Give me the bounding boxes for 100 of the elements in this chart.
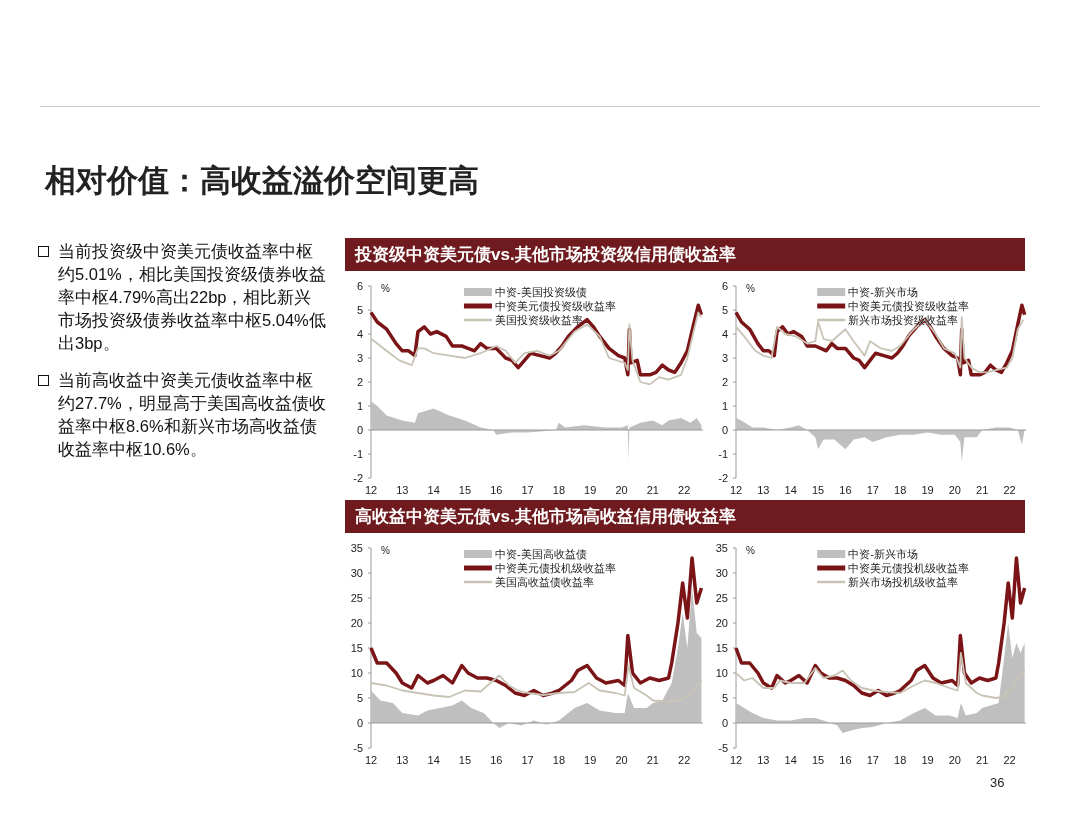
legend-label: 新兴市场投资级收益率 [848,314,959,326]
x-tick-label: 12 [729,754,743,766]
y-tick-label: -2 [353,472,363,484]
legend-label: 中资美元债投机级收益率 [494,562,616,574]
y-axis-title: % [746,545,755,556]
legend-label: 中资-新兴市场 [848,286,918,298]
x-tick-label: 14 [784,754,797,766]
x-tick-label: 18 [894,754,907,766]
legend-label: 中资美元债投资级收益率 [494,300,616,312]
x-tick-label: 15 [458,484,472,496]
y-tick-label: 1 [721,400,728,412]
y-tick-label: -2 [718,472,728,484]
x-tick-label: 20 [615,754,628,766]
x-tick-label: 15 [811,484,825,496]
y-tick-label: 30 [350,567,363,579]
x-tick-label: 16 [839,754,852,766]
y-tick-label: 0 [721,424,728,436]
legend-label: 中资-新兴市场 [848,548,918,560]
x-tick-label: 19 [584,754,597,766]
x-tick-label: 13 [757,754,770,766]
chart-title: 高收益中资美元债vs.其他市场高收益信用债收益率 [345,500,1025,533]
chart-title: 投资级中资美元债vs.其他市场投资级信用债收益率 [345,238,1025,271]
x-tick-label: 22 [678,754,691,766]
x-tick-label: 22 [1003,754,1016,766]
y-tick-label: 35 [350,542,363,554]
x-tick-label: 21 [646,754,660,766]
y-tick-label: 25 [350,592,363,604]
y-tick-label: 3 [356,352,363,364]
y-tick-label: 20 [715,617,728,629]
y-tick-label: 3 [721,352,728,364]
y-tick-label: 2 [356,376,363,388]
y-tick-label: 6 [721,280,728,292]
line-series [735,316,1025,374]
y-tick-label: 10 [350,667,363,679]
x-tick-label: 13 [396,754,409,766]
x-tick-label: 16 [839,484,852,496]
x-tick-label: 12 [364,754,378,766]
y-tick-label: -1 [718,448,728,460]
y-tick-label: 0 [721,717,728,729]
legend-label: 中资美元债投机级收益率 [848,562,970,574]
x-tick-label: 16 [490,754,503,766]
x-tick-label: 14 [427,754,440,766]
y-tick-label: -1 [353,448,363,460]
x-tick-label: 17 [866,754,879,766]
text: 相对价值：高收益溢价空间更高 [45,162,479,200]
x-tick-label: 18 [552,754,566,766]
text: 当前高收益中资美元债收益率中枢约27.7%，明显高于美国高收益债收益率中枢8.6%和新兴市场高收益债收益率中枢10.6%。 [58,371,326,458]
y-tick-label: 25 [715,592,728,604]
x-tick-label: 21 [646,484,660,496]
x-tick-label: 20 [948,484,961,496]
x-tick-label: 14 [784,484,797,496]
y-tick-label: 5 [721,304,728,316]
x-tick-label: 15 [458,754,472,766]
x-tick-label: 19 [921,754,934,766]
y-axis-title: % [381,283,390,294]
y-tick-label: 6 [356,280,363,292]
y-tick-label: -5 [353,742,363,754]
line-series [370,311,703,386]
x-tick-label: 20 [948,754,961,766]
x-tick-label: 22 [678,484,691,496]
x-tick-label: 14 [427,484,440,496]
x-tick-label: 18 [552,484,566,496]
x-tick-label: 13 [396,484,409,496]
x-tick-label: 19 [921,484,934,496]
y-tick-label: 5 [356,304,363,316]
x-tick-label: 18 [894,484,907,496]
x-tick-label: 13 [757,484,770,496]
legend-label: 美国高收益债收益率 [494,576,594,588]
y-tick-label: 30 [715,567,728,579]
y-tick-label: 20 [350,617,363,629]
text: 当前投资级中资美元债收益率中枢约5.01%，相比美国投资级债券收益率中枢4.79%高出22bp，相比新兴市场投资级债券收益率中枢5.04%低出3bp。 [58,242,326,352]
y-tick-label: 10 [715,667,728,679]
legend-label: 中资-美国投资级债 [494,286,587,298]
y-tick-label: 1 [356,400,363,412]
x-tick-label: 17 [866,484,879,496]
y-tick-label: 0 [356,424,363,436]
legend-label: 新兴市场投机级收益率 [848,576,959,588]
x-tick-label: 12 [729,484,743,496]
y-tick-label: 15 [715,642,728,654]
y-tick-label: -5 [718,742,728,754]
legend-label: 中资美元债投资级收益率 [848,300,970,312]
y-tick-label: 15 [350,642,363,654]
y-tick-label: 0 [356,717,363,729]
y-tick-label: 5 [721,692,728,704]
y-tick-label: 4 [721,328,728,340]
x-tick-label: 16 [490,484,503,496]
x-tick-label: 22 [1003,484,1016,496]
x-tick-label: 17 [521,754,534,766]
x-tick-label: 15 [811,754,825,766]
text: 36 [990,775,1005,790]
x-tick-label: 21 [976,484,989,496]
x-tick-label: 19 [584,484,597,496]
x-tick-label: 20 [615,484,628,496]
legend-label: 中资-美国高收益债 [494,548,587,560]
y-tick-label: 4 [356,328,363,340]
y-axis-title: % [746,283,755,294]
y-axis-title: % [381,545,390,556]
y-tick-label: 35 [715,542,728,554]
legend-label: 美国投资级收益率 [494,314,583,326]
x-tick-label: 12 [364,484,378,496]
